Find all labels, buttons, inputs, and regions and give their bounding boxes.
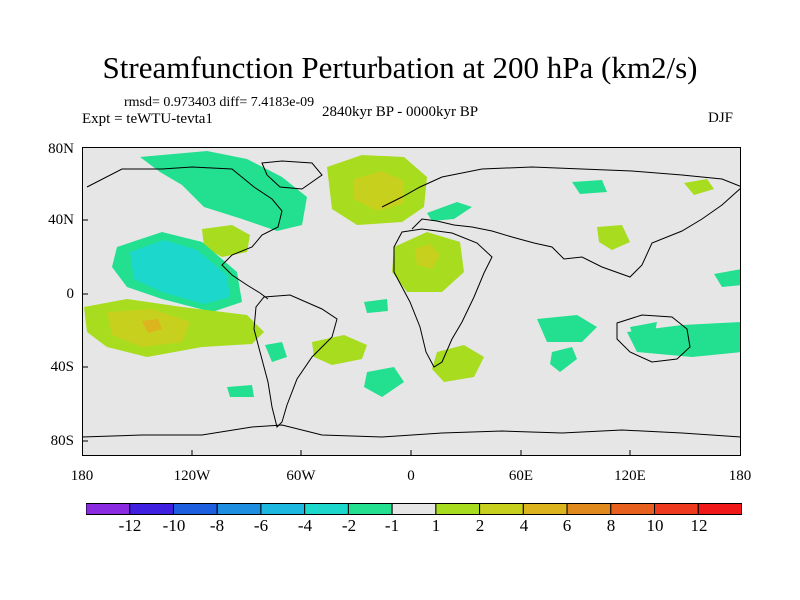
coastline-australia [616, 314, 691, 363]
contour-north-atlantic-inner [354, 171, 404, 211]
colorbar-label-neg12: -12 [118, 516, 142, 535]
contour-east-siberia [684, 179, 714, 195]
colorbar-box [479, 503, 524, 515]
contour-siberia [572, 180, 607, 194]
colorbar-box [129, 503, 174, 515]
colorbar-label-4: 4 [519, 516, 529, 535]
lon-label-60w: 60W [286, 468, 316, 484]
contour-pacific-low-inner [130, 240, 230, 304]
coastline-north-america [86, 166, 283, 300]
colorbar-box [697, 503, 742, 515]
map-panel [82, 147, 741, 456]
lat-label-0: 0 [66, 286, 75, 302]
contour-south-america [312, 335, 367, 365]
contour-south-pacific-core [142, 319, 162, 333]
coastline-eurasia [381, 166, 741, 278]
contour-europe [427, 202, 472, 221]
colorbar-box [304, 503, 349, 515]
colorbar-box [522, 503, 568, 515]
lon-label-60e: 60E [508, 468, 534, 484]
colorbar-box [654, 503, 699, 515]
streamfunction-contours [84, 151, 741, 397]
contour-indian-ocean-2 [550, 347, 577, 372]
colorbar-label-1: 1 [431, 516, 441, 535]
colorbar-box [260, 503, 306, 515]
lat-label-80s: 80S [50, 433, 74, 449]
colorbar-label-8: 8 [606, 516, 616, 535]
lon-label-120e: 120E [614, 468, 646, 484]
contour-australia-east [627, 322, 741, 357]
colorbar-label-neg8: -8 [209, 516, 225, 535]
coastline-greenland [261, 160, 323, 190]
lat-label-40s: 40S [50, 359, 74, 375]
colorbar-box [347, 503, 393, 515]
contour-australia-south [630, 322, 657, 339]
period-label: 2840kyr BP - 0000kyr BP [322, 104, 479, 120]
contour-south-atlantic [364, 299, 388, 313]
colorbar-box [435, 503, 481, 515]
coastlines [82, 160, 741, 438]
lat-label-40n: 40N [48, 212, 74, 228]
colorbar-label-neg10: -10 [162, 516, 186, 535]
contour-africa-inner [415, 244, 440, 269]
contour-s-pacific-small [265, 342, 287, 362]
colorbar-box [610, 503, 656, 515]
colorbar-box [86, 503, 131, 515]
season-label: DJF [708, 110, 734, 126]
colorbar-label-2: 2 [475, 516, 485, 535]
coastline-south-america [253, 294, 338, 428]
colorbar-label-neg4: -4 [297, 516, 313, 535]
colorbar-boxes [86, 503, 742, 515]
lon-label-120w: 120W [173, 468, 211, 484]
colorbar [86, 503, 742, 515]
contour-east-asia [597, 225, 630, 250]
stats-text: rmsd= 0.973403 diff= 7.4183e-09 [124, 95, 315, 110]
colorbar-label-12: 12 [690, 516, 708, 535]
lon-label-0: 0 [407, 468, 415, 484]
colorbar-label-10: 10 [646, 516, 664, 535]
lon-label-180w: 180 [70, 468, 94, 484]
colorbar-label-6: 6 [562, 516, 572, 535]
experiment-label: Expt = teWTU-tevta1 [82, 111, 213, 127]
colorbar-label-neg1: -1 [384, 516, 400, 535]
coastline-africa [393, 228, 493, 368]
contour-gulf [202, 225, 250, 257]
contour-s-ocean-1 [364, 367, 404, 397]
plot-title: Streamfunction Perturbation at 200 hPa (… [102, 50, 698, 85]
coastline-antarctica [82, 424, 741, 438]
map-ticks [82, 147, 631, 456]
lat-label-80n: 80N [48, 141, 74, 157]
colorbar-box [566, 503, 612, 515]
contour-indian-ocean [537, 315, 597, 342]
colorbar-box [172, 503, 218, 515]
colorbar-label-neg2: -2 [341, 516, 357, 535]
colorbar-box [391, 503, 437, 515]
colorbar-box [216, 503, 262, 515]
contour-s-ocean-small [227, 385, 254, 397]
colorbar-label-neg6: -6 [253, 516, 269, 535]
contour-greenland [242, 173, 280, 191]
contour-sw-pacific [714, 269, 741, 287]
lon-label-180e: 180 [728, 468, 752, 484]
